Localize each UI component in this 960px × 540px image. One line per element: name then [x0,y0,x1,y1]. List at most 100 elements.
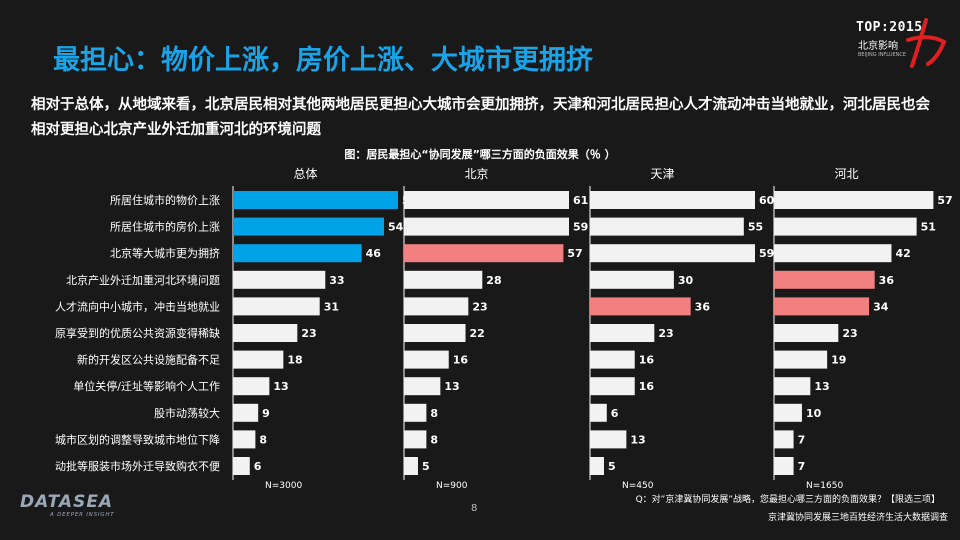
panel-title: 天津 [650,167,674,181]
data-label: 16 [453,354,469,367]
category-label: 新的开发区公共设施配备不足 [77,353,220,367]
bar [590,403,607,422]
data-label: 54 [388,221,404,234]
bar [404,430,427,449]
page-subtitle: 相对于总体，从地域来看，北京居民相对其他两地居民更担心大城市会更加拥挤，天津和河… [31,97,930,138]
page-title: 最担心：物价上涨，房价上涨、大城市更拥挤 [53,45,593,76]
bar [233,324,298,342]
data-label: 8 [259,433,267,446]
category-label: 北京产业外迁加重河北环境问题 [66,273,220,287]
data-label: 60 [759,194,775,207]
data-label: 57 [567,247,582,260]
sample-size-label: N=1650 [806,481,843,491]
bar [590,430,627,449]
bar [233,297,320,316]
bar [590,217,744,236]
datasea-brand: DATASEA [20,492,114,512]
data-label: 9 [262,407,270,420]
bar [590,457,604,475]
category-label: 原享受到的优质公共资源变得稀缺 [55,326,220,340]
category-label: 动批等服装市场外迁导致购衣不便 [55,459,220,473]
bar [590,377,635,396]
bar [404,403,427,422]
data-label: 19 [831,354,846,367]
category-label: 单位关停/迁址等影响个人工作 [73,379,220,393]
bar [404,217,569,236]
data-label: 5 [422,460,430,473]
bar [590,191,755,209]
bar [233,191,398,209]
data-label: 13 [814,380,829,393]
bar [774,457,794,475]
category-label: 北京等大城市更为拥挤 [110,246,220,260]
panel-title: 北京 [464,167,488,181]
data-label: 10 [806,407,822,420]
bar [404,324,466,342]
data-label: 13 [630,433,645,446]
data-label: 16 [639,354,655,367]
data-label: 6 [254,460,262,473]
bar [233,377,270,396]
logo-line3: BEIJING INFLUENCE [858,52,907,58]
data-label: 23 [658,327,673,340]
category-label: 股市动荡较大 [154,406,220,420]
bar [233,350,284,369]
data-label: 16 [639,380,655,393]
bar [404,350,449,369]
bar [774,217,917,236]
bar [590,244,755,263]
panel-title: 总体 [293,167,317,181]
data-label: 51 [921,221,936,234]
logo-line1: TOP:2015 [856,20,923,35]
sample-size-label: N=3000 [265,481,302,491]
data-label: 36 [695,300,711,313]
data-label: 36 [879,274,895,287]
data-label: 30 [678,274,694,287]
top2015-logo: TOP:2015 北京影响 BEIJING INFLUENCE [856,18,948,70]
data-label: 57 [937,194,952,207]
category-label: 人才流向中小城市，冲击当地就业 [55,299,220,313]
data-label: 34 [873,300,889,313]
data-label: 31 [324,300,339,313]
bar [233,217,385,236]
bar [233,244,362,263]
question-note: Q：对”京津冀协同发展”战略，您最担心哪三方面的负面效果？【限选三项】 [635,495,940,505]
bar [233,270,326,289]
data-label: 33 [329,274,344,287]
page-number: 8 [471,503,478,514]
bar [404,457,418,475]
data-label: 13 [273,380,288,393]
bar [774,377,811,396]
data-label: 7 [798,433,806,446]
category-label: 城市区划的调整导致城市地位下降 [55,432,220,446]
bar [774,324,839,342]
bar [774,244,892,263]
data-label: 59 [759,247,774,260]
bar [590,297,691,316]
data-label: 55 [748,221,763,234]
bar [774,350,828,369]
bar [233,457,250,475]
datasea-tagline: A DEEPER INSIGHT [50,512,115,518]
bar [774,270,875,289]
bar [404,244,564,263]
data-label: 61 [573,194,588,207]
bar [774,191,934,209]
bar [404,191,569,209]
data-label: 18 [287,354,302,367]
datasea-logo: DATASEA A DEEPER INSIGHT [20,492,165,524]
bar [774,430,794,449]
data-label: 8 [430,433,438,446]
data-label: 6 [611,407,619,420]
bar [590,324,655,342]
data-label: 23 [842,327,857,340]
data-label: 42 [895,247,910,260]
bar [404,377,441,396]
category-label: 所居住城市的房价上涨 [110,220,220,234]
bar [404,297,469,316]
logo-line2: 北京影响 [858,41,898,52]
data-label: 23 [472,300,487,313]
data-label: 13 [444,380,459,393]
data-label: 59 [573,221,588,234]
